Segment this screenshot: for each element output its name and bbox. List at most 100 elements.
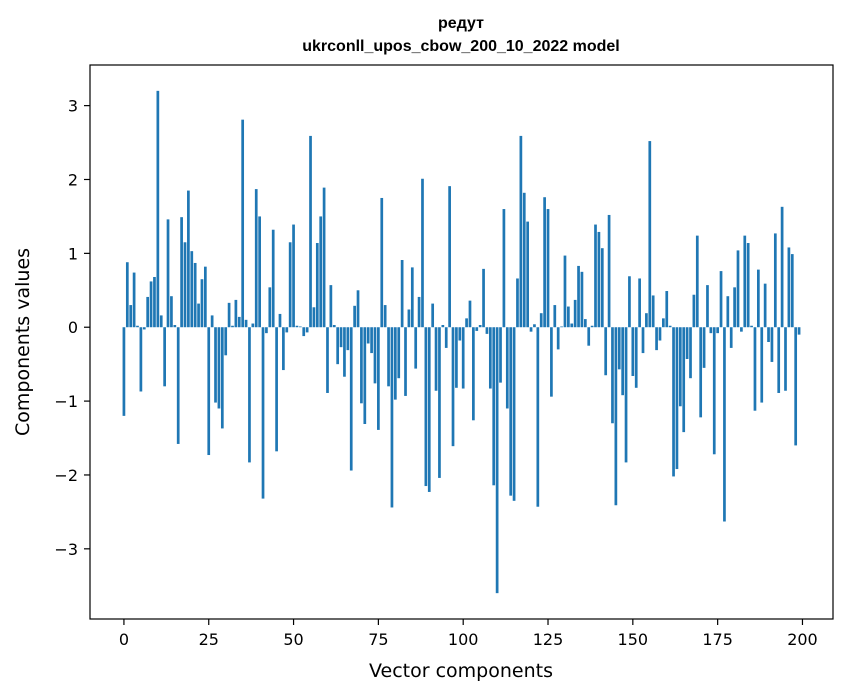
bar	[346, 327, 350, 351]
bar	[210, 315, 214, 328]
bar	[393, 327, 397, 400]
bar	[142, 327, 146, 330]
bar	[729, 327, 733, 348]
plot-frame	[89, 64, 834, 620]
bar	[214, 327, 217, 403]
bar	[356, 290, 360, 328]
bar	[292, 224, 295, 328]
bar	[203, 266, 207, 328]
bar	[580, 271, 584, 328]
bar	[600, 248, 604, 328]
bar	[183, 242, 187, 328]
bar	[797, 327, 801, 335]
bar	[628, 276, 631, 328]
bar	[533, 324, 536, 328]
bar	[441, 325, 445, 328]
bar	[417, 296, 421, 328]
bar	[373, 327, 377, 384]
bar	[658, 327, 662, 341]
bar	[136, 325, 139, 328]
bar	[488, 327, 492, 389]
bar	[251, 323, 255, 328]
bar	[634, 327, 638, 388]
bar	[723, 327, 726, 522]
bar	[672, 327, 675, 477]
bar	[295, 325, 299, 328]
bar	[794, 327, 798, 446]
bar	[577, 265, 580, 328]
x-tick-label: 175	[702, 630, 733, 649]
bar	[770, 327, 774, 362]
y-tick-label: 1	[68, 244, 78, 263]
bar	[156, 90, 160, 328]
bars-group	[122, 90, 801, 594]
bar	[237, 316, 241, 328]
bar	[132, 272, 136, 328]
bar	[546, 209, 550, 328]
x-tick-label: 75	[368, 630, 388, 649]
bar	[736, 250, 740, 328]
bar	[784, 327, 787, 391]
bar	[753, 327, 757, 411]
bar	[125, 262, 129, 328]
bar	[288, 242, 292, 328]
bar	[519, 135, 523, 328]
x-axis-ticks: 0 25 50 75 100 125 150 175 200	[119, 619, 818, 649]
bar	[332, 325, 336, 328]
bar	[536, 327, 540, 507]
bar	[227, 302, 231, 328]
y-tick-label: 2	[68, 170, 78, 189]
bar	[254, 189, 258, 328]
bar	[780, 206, 784, 328]
bar	[573, 299, 577, 328]
bar	[414, 327, 418, 369]
bar	[122, 327, 126, 416]
bar	[370, 327, 373, 354]
x-tick-label: 200	[787, 630, 818, 649]
bar	[719, 271, 723, 328]
bar	[485, 327, 489, 334]
bar	[319, 216, 323, 328]
bar	[726, 296, 730, 328]
bar	[261, 327, 265, 499]
bar	[594, 224, 597, 328]
bar	[750, 325, 753, 328]
bar	[689, 327, 692, 379]
bar	[746, 243, 750, 328]
y-tick-label: −2	[54, 466, 78, 485]
bar	[451, 327, 455, 447]
bar	[512, 327, 516, 501]
bar	[302, 327, 306, 337]
bar	[278, 313, 282, 328]
x-axis-label: Vector components	[369, 660, 553, 682]
bar	[777, 327, 781, 393]
bar	[163, 327, 166, 387]
bar	[631, 327, 635, 376]
bar	[220, 327, 224, 429]
bar	[482, 268, 485, 328]
bar	[621, 327, 625, 396]
bar	[651, 295, 655, 328]
bar	[604, 327, 608, 376]
bar	[648, 141, 652, 328]
bar	[499, 327, 502, 383]
bar	[231, 325, 234, 328]
bar	[380, 197, 384, 328]
bar	[465, 318, 468, 328]
bar	[556, 327, 560, 350]
bar	[461, 327, 465, 389]
bar	[329, 285, 333, 328]
bar	[180, 217, 183, 328]
bar	[505, 327, 509, 409]
bar	[767, 327, 770, 342]
bar	[743, 235, 747, 328]
bar	[458, 327, 462, 341]
bar	[404, 327, 407, 396]
bar	[448, 186, 451, 328]
chart-subtitle: ukrconll_upos_cbow_200_10_2022 model	[302, 38, 619, 55]
bar	[709, 327, 713, 334]
bar	[522, 192, 526, 328]
bar	[472, 327, 475, 421]
bar	[200, 279, 204, 328]
